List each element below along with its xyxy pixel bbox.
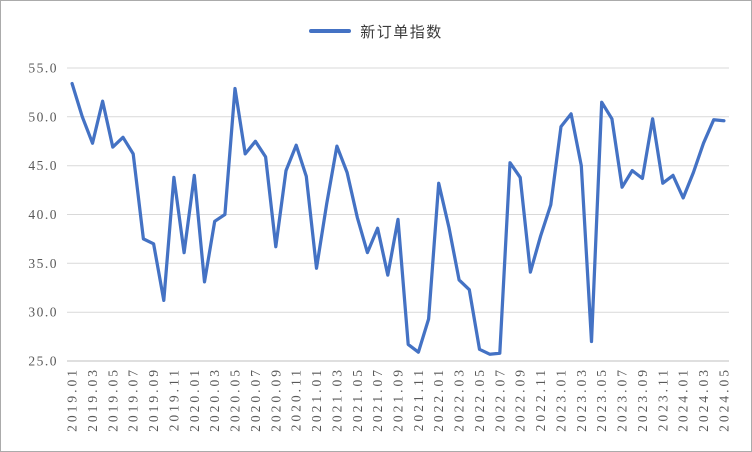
x-axis-tick-label: 2023.07 <box>615 367 630 432</box>
x-axis-tick-label: 2020.07 <box>248 367 263 432</box>
x-axis-tick-label: 2021.03 <box>329 367 344 432</box>
y-axis-tick-label: 50.0 <box>28 109 58 124</box>
x-axis-tick-label: 2022.09 <box>513 367 528 432</box>
x-axis-tick-label: 2021.05 <box>350 367 365 432</box>
series-line-group <box>70 81 726 356</box>
y-axis-tick-label: 45.0 <box>28 158 58 173</box>
y-axis-tick-label: 30.0 <box>28 305 58 320</box>
x-axis-tick-label: 2020.09 <box>268 367 283 432</box>
x-axis-tick-label: 2022.07 <box>492 367 507 432</box>
x-axis-tick-label: 2019.07 <box>126 367 141 432</box>
y-axis-tick-label: 35.0 <box>28 256 58 271</box>
x-axis-tick-label: 2022.03 <box>452 367 467 432</box>
x-axis-tick-label: 2022.05 <box>472 367 487 432</box>
x-axis-tick-label: 2019.05 <box>105 367 120 432</box>
x-axis-labels: 2019.01 2019.03 2019.05 2019.07 2019.09 2019.… <box>65 367 732 432</box>
x-axis-tick-label: 2021.09 <box>391 367 406 432</box>
chart-legend: 新订单指数 <box>1 22 751 41</box>
x-axis-tick-label: 2022.01 <box>431 367 446 432</box>
x-axis-tick-label: 2019.11 <box>166 367 181 431</box>
legend-line-swatch <box>309 29 352 33</box>
x-axis-tick-label: 2019.03 <box>85 367 100 432</box>
legend-series-label: 新订单指数 <box>360 23 443 41</box>
x-axis-tick-label: 2023.01 <box>554 367 569 432</box>
x-axis-tick-label: 2021.01 <box>309 367 324 432</box>
x-axis-tick-label: 2023.03 <box>574 367 589 432</box>
x-axis-tick-label: 2021.07 <box>370 367 385 432</box>
x-axis-tick-label: 2021.11 <box>411 367 426 431</box>
x-axis-tick-label: 2024.01 <box>676 367 691 432</box>
y-axis-tick-label: 55.0 <box>28 61 58 76</box>
x-axis-tick-label: 2020.11 <box>289 367 304 431</box>
x-axis-tick-label: 2020.03 <box>207 367 222 432</box>
y-axis-tick-label: 25.0 <box>28 354 58 369</box>
x-axis-tick-label: 2019.09 <box>146 367 161 432</box>
x-axis-tick-label: 2020.01 <box>187 367 202 432</box>
x-axis-tick-label: 2023.11 <box>655 367 670 431</box>
x-axis-tick-label: 2024.05 <box>716 367 731 432</box>
x-axis-tick-label: 2023.09 <box>635 367 650 432</box>
x-axis-tick-label: 2024.03 <box>696 367 711 432</box>
x-axis-tick-label: 2019.01 <box>65 367 80 432</box>
gridlines <box>67 67 729 362</box>
y-axis-labels: 25.0 30.0 35.0 40.0 45.0 50.0 55.0 <box>28 61 58 369</box>
x-axis-tick-label: 2023.05 <box>594 367 609 432</box>
x-axis-tick-label: 2020.05 <box>228 367 243 432</box>
series-line-new-orders-index <box>70 81 726 356</box>
x-axis-tick-label: 2022.11 <box>533 367 548 431</box>
y-axis-tick-label: 40.0 <box>28 207 58 222</box>
